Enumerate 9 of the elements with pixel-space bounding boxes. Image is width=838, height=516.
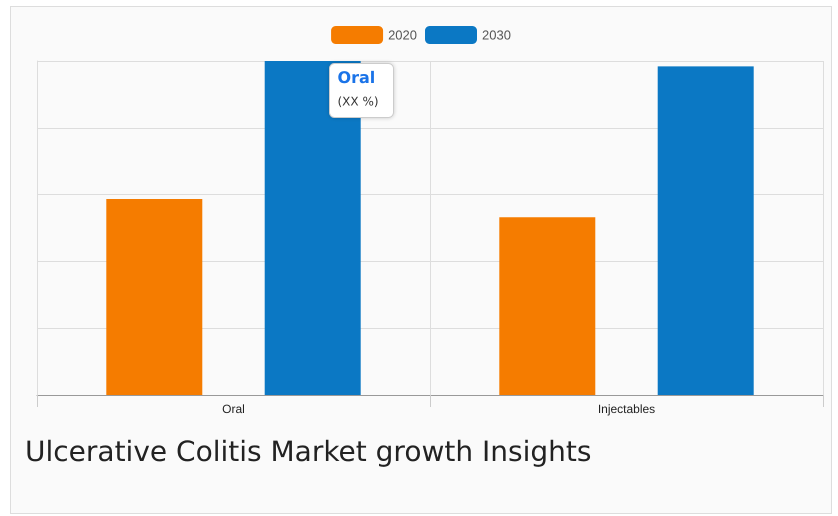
annotation: Oral [338, 68, 376, 87]
text: Ulcerative Colitis Market growth Insights [25, 435, 592, 468]
legend-label: 2030 [482, 28, 511, 42]
x-tick-label: Injectables [598, 402, 656, 416]
legend-label: 2020 [388, 28, 417, 42]
bar [499, 217, 596, 395]
annotation: (XX %) [338, 94, 379, 108]
bar [106, 198, 202, 395]
bar [658, 66, 754, 395]
